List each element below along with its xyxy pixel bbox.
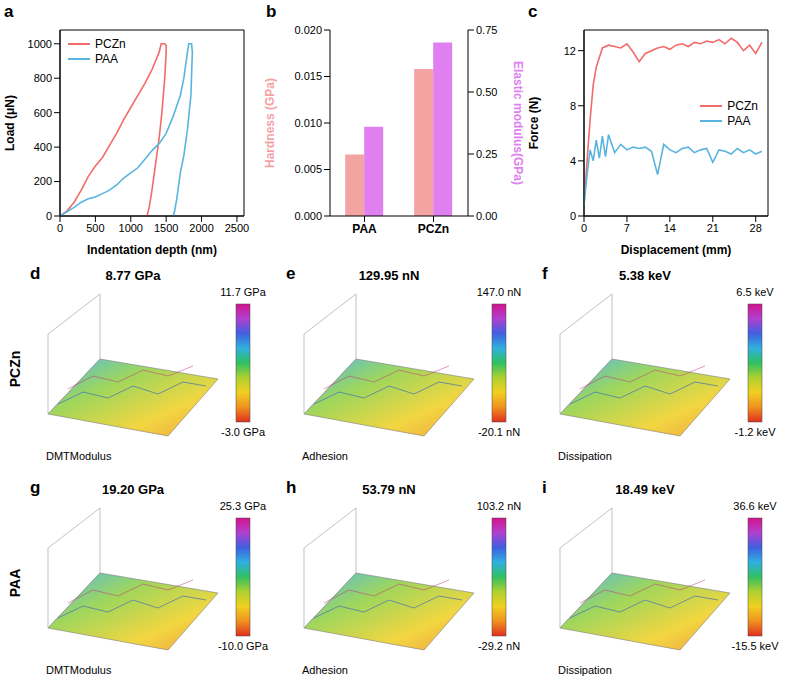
svg-text:Elastic modulus(GPa): Elastic modulus(GPa) [511, 61, 524, 185]
svg-text:Displacement (mm): Displacement (mm) [621, 243, 732, 257]
svg-text:0.005: 0.005 [294, 163, 322, 175]
svg-text:2000: 2000 [189, 222, 213, 234]
html-text:PAA: PAA [7, 568, 23, 598]
svg-text:0.010: 0.010 [294, 117, 322, 129]
html-text:DMTModulus: DMTModulus [46, 450, 112, 462]
svg-text:200: 200 [34, 175, 52, 187]
svg-text:400: 400 [34, 141, 52, 153]
html-text:PAA: PAA [95, 51, 119, 66]
html-text:18.49 keV: 18.49 keV [615, 482, 675, 497]
html-text:PCZn: PCZn [727, 98, 758, 113]
html-text:f: f [542, 264, 548, 283]
svg-text:PAA: PAA [352, 222, 377, 236]
svg-text:800: 800 [34, 72, 52, 84]
html-text:PCZn: PCZn [7, 350, 23, 388]
html-text:147.0 nN: 147.0 nN [476, 286, 522, 298]
html-text:Adhesion: Adhesion [302, 664, 348, 676]
html-text:19.20 GPa: 19.20 GPa [101, 482, 165, 497]
html-text:-15.5 keV: -15.5 keV [731, 640, 779, 652]
html-text:PAA: PAA [727, 113, 751, 128]
svg-text:PCZn: PCZn [418, 222, 449, 236]
html-text:-1.2 keV: -1.2 keV [734, 426, 776, 438]
svg-text:0.015: 0.015 [294, 70, 322, 82]
html-text:36.6 keV: 36.6 keV [733, 500, 777, 512]
svg-text:0: 0 [581, 222, 587, 234]
svg-text:Load (μN): Load (μN) [3, 95, 17, 151]
svg-text:7: 7 [624, 222, 630, 234]
html-text:8.77 GPa: 8.77 GPa [105, 268, 161, 283]
html-text:a: a [4, 2, 14, 21]
svg-text:0.75: 0.75 [476, 24, 497, 36]
html-text:-29.2 nN: -29.2 nN [477, 640, 521, 652]
svg-text:21: 21 [707, 222, 719, 234]
html-text:6.5 keV: 6.5 keV [736, 286, 774, 298]
svg-text:0.00: 0.00 [476, 210, 497, 222]
html-text:Dissipation: Dissipation [558, 664, 612, 676]
html-text:53.79 nN: 53.79 nN [362, 482, 416, 497]
svg-text:0: 0 [570, 210, 576, 222]
html-text:129.95 nN: 129.95 nN [358, 268, 420, 283]
html-text:25.3 GPa: 25.3 GPa [219, 500, 267, 512]
svg-text:2500: 2500 [225, 222, 249, 234]
svg-text:0.25: 0.25 [476, 148, 497, 160]
html-text:11.7 GPa: 11.7 GPa [220, 286, 266, 298]
html-text:-10.0 GPa: -10.0 GPa [217, 640, 269, 652]
html-text:-20.1 nN: -20.1 nN [477, 426, 521, 438]
html-text:g: g [30, 478, 41, 497]
svg-text:Indentation depth (nm): Indentation depth (nm) [87, 243, 217, 257]
svg-text:0: 0 [46, 210, 52, 222]
html-text:Dissipation: Dissipation [558, 450, 612, 462]
html-text:e: e [286, 264, 296, 283]
svg-text:8: 8 [570, 100, 576, 112]
svg-text:0: 0 [57, 222, 63, 234]
svg-text:0.020: 0.020 [294, 24, 322, 36]
html-text:103.2 nN: 103.2 nN [476, 500, 522, 512]
svg-text:28: 28 [750, 222, 762, 234]
svg-text:500: 500 [86, 222, 104, 234]
svg-text:14: 14 [664, 222, 676, 234]
html-text:c: c [528, 2, 538, 21]
svg-text:0.50: 0.50 [476, 86, 497, 98]
svg-text:Force (N): Force (N) [527, 97, 541, 150]
html-text:h: h [286, 478, 297, 497]
svg-text:Hardness (GPa): Hardness (GPa) [264, 78, 277, 168]
html-text:PCZn: PCZn [95, 36, 126, 51]
html-text:-3.0 GPa: -3.0 GPa [221, 426, 265, 438]
html-text:i: i [542, 478, 547, 497]
html-text:Adhesion: Adhesion [302, 450, 348, 462]
html-text:5.38 keV: 5.38 keV [619, 268, 671, 283]
svg-text:1500: 1500 [154, 222, 178, 234]
svg-text:12: 12 [564, 45, 576, 57]
html-text:b: b [266, 2, 277, 21]
html-text:d: d [30, 264, 41, 283]
svg-text:4: 4 [570, 155, 576, 167]
html-text:DMTModulus: DMTModulus [46, 664, 112, 676]
svg-text:0.000: 0.000 [294, 210, 322, 222]
svg-text:1000: 1000 [28, 38, 52, 50]
svg-text:1000: 1000 [119, 222, 143, 234]
svg-text:600: 600 [34, 107, 52, 119]
